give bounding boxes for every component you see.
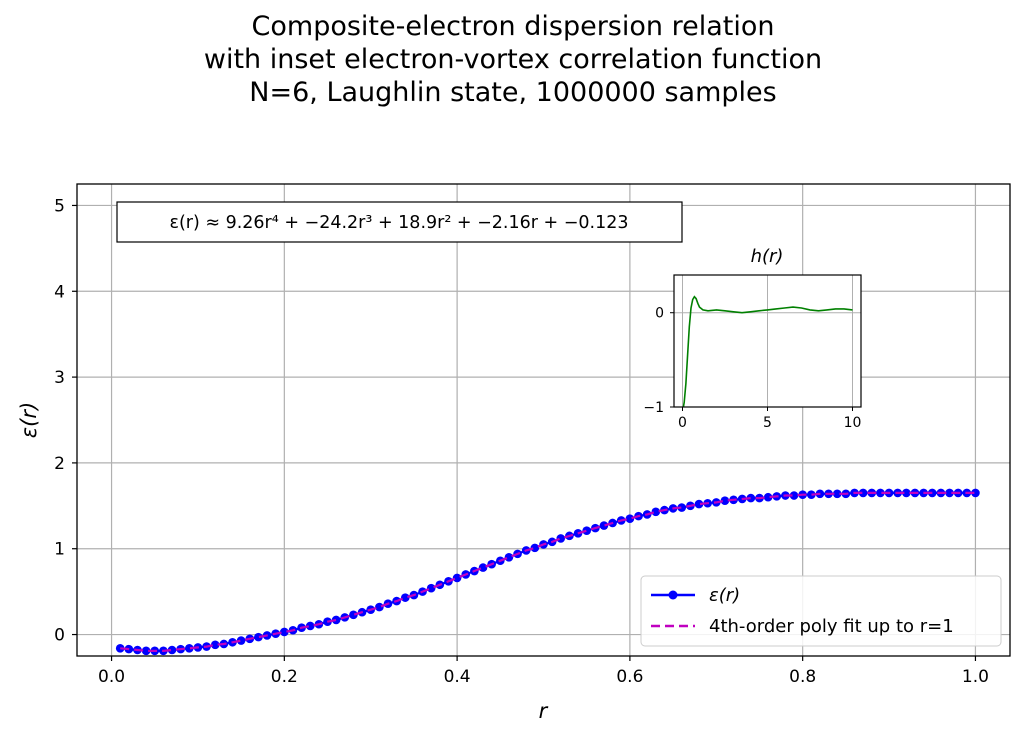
- series-eps-point: [858, 488, 868, 498]
- main-x-ticks: 0.0 0.2 0.4 0.6 0.8 1.0: [98, 656, 989, 687]
- series-eps-point: [478, 563, 488, 572]
- series-eps-point: [305, 621, 315, 631]
- series-eps-point: [236, 636, 246, 645]
- legend-box: [640, 575, 1002, 647]
- series-eps-point: [452, 573, 462, 583]
- main-y-tick-label: 3: [54, 368, 65, 388]
- y-axis-label: ε(r): [17, 402, 41, 438]
- fit-annotation-box: [116, 201, 683, 243]
- series-eps-point: [375, 602, 384, 612]
- inset-x-tick-label: 0: [678, 415, 687, 431]
- legend: ε(r) 4th-order poly fit up to r=1: [640, 575, 1002, 647]
- series-eps-point: [720, 496, 730, 505]
- main-x-tick-label: 0.8: [789, 667, 816, 687]
- inset-y-ticks: −1 0: [643, 306, 674, 416]
- inset-x-ticks: 0 5 10: [678, 407, 861, 431]
- series-eps-point: [902, 488, 911, 498]
- main-x-tick-label: 0.0: [98, 667, 125, 687]
- series-eps-point: [185, 643, 194, 653]
- fit-annotation: ε(r) ≈ 9.26r⁴ + −24.2r³ + 18.9r² + −2.16…: [116, 201, 683, 243]
- series-eps-point: [651, 507, 661, 517]
- series-eps-point: [832, 489, 842, 499]
- title-line-3: N=6, Laughlin state, 1000000 samples: [249, 77, 777, 108]
- fit-annotation-text: ε(r) ≈ 9.26r⁴ + −24.2r³ + 18.9r² + −2.16…: [169, 213, 628, 233]
- series-eps-point: [280, 627, 289, 637]
- main-y-tick-label: 4: [54, 282, 65, 302]
- legend-label-fit: 4th-order poly fit up to r=1: [709, 616, 954, 637]
- title-line-1: Composite-electron dispersion relation: [251, 11, 775, 42]
- inset-x-tick-label: 10: [844, 415, 862, 431]
- series-eps-point: [349, 610, 358, 620]
- title-line-2: with inset electron-vortex correlation f…: [203, 44, 823, 75]
- series-eps-point: [115, 643, 125, 653]
- legend-swatch-marker: [668, 590, 678, 600]
- series-eps-point: [763, 492, 773, 502]
- series-fit-line: [120, 491, 976, 653]
- inset-title: h(r): [751, 246, 784, 267]
- main-x-tick-label: 0.6: [616, 667, 643, 687]
- main-axes-frame: [76, 183, 1011, 657]
- main-x-tick-label: 0.4: [444, 667, 471, 687]
- series-eps-point: [210, 640, 220, 650]
- series-eps-point: [141, 646, 151, 656]
- series-eps-point: [945, 488, 954, 498]
- series-eps-point: [625, 514, 635, 523]
- inset-axes-frame: [673, 274, 862, 408]
- main-x-tick-label: 0.2: [271, 667, 298, 687]
- x-axis-label: r: [539, 699, 549, 723]
- series-eps-point: [582, 526, 591, 536]
- main-y-tick-label: 5: [54, 196, 65, 216]
- series-eps-point: [599, 521, 609, 530]
- series-eps-point: [746, 493, 756, 503]
- legend-label-series: ε(r): [709, 585, 740, 606]
- inset-y-tick-label: 0: [655, 306, 664, 322]
- series-eps-point: [677, 503, 687, 512]
- main-y-tick-label: 0: [54, 626, 65, 646]
- inset-series: [682, 295, 853, 408]
- series-eps-point: [971, 488, 980, 498]
- series-eps-point: [807, 490, 816, 499]
- main-y-ticks: 0 1 2 3 4 5: [54, 196, 77, 646]
- main-y-tick-label: 2: [54, 454, 65, 474]
- figure-title: Composite-electron dispersion relation w…: [0, 10, 1026, 109]
- series-eps-point: [504, 553, 514, 562]
- series-eps-point: [530, 543, 540, 553]
- inset-h-line: [682, 295, 853, 408]
- series-eps-point: [789, 491, 799, 500]
- inset-y-tick-label: −1: [643, 400, 664, 416]
- series-eps-point: [556, 534, 566, 543]
- series-eps-point: [426, 583, 436, 593]
- series-eps-point: [331, 615, 341, 625]
- main-y-tick-label: 1: [54, 540, 65, 560]
- series-eps-point: [876, 488, 885, 498]
- inset-x-tick-label: 5: [763, 415, 772, 431]
- series-eps-point: [167, 645, 177, 655]
- series-eps-point: [400, 593, 410, 602]
- main-x-tick-label: 1.0: [962, 667, 989, 687]
- inset-plot: 0 5 10 −1 0 h(r): [643, 246, 862, 431]
- series-eps-point: [254, 632, 263, 642]
- series-eps-point: [694, 499, 704, 509]
- main-series: [115, 488, 980, 656]
